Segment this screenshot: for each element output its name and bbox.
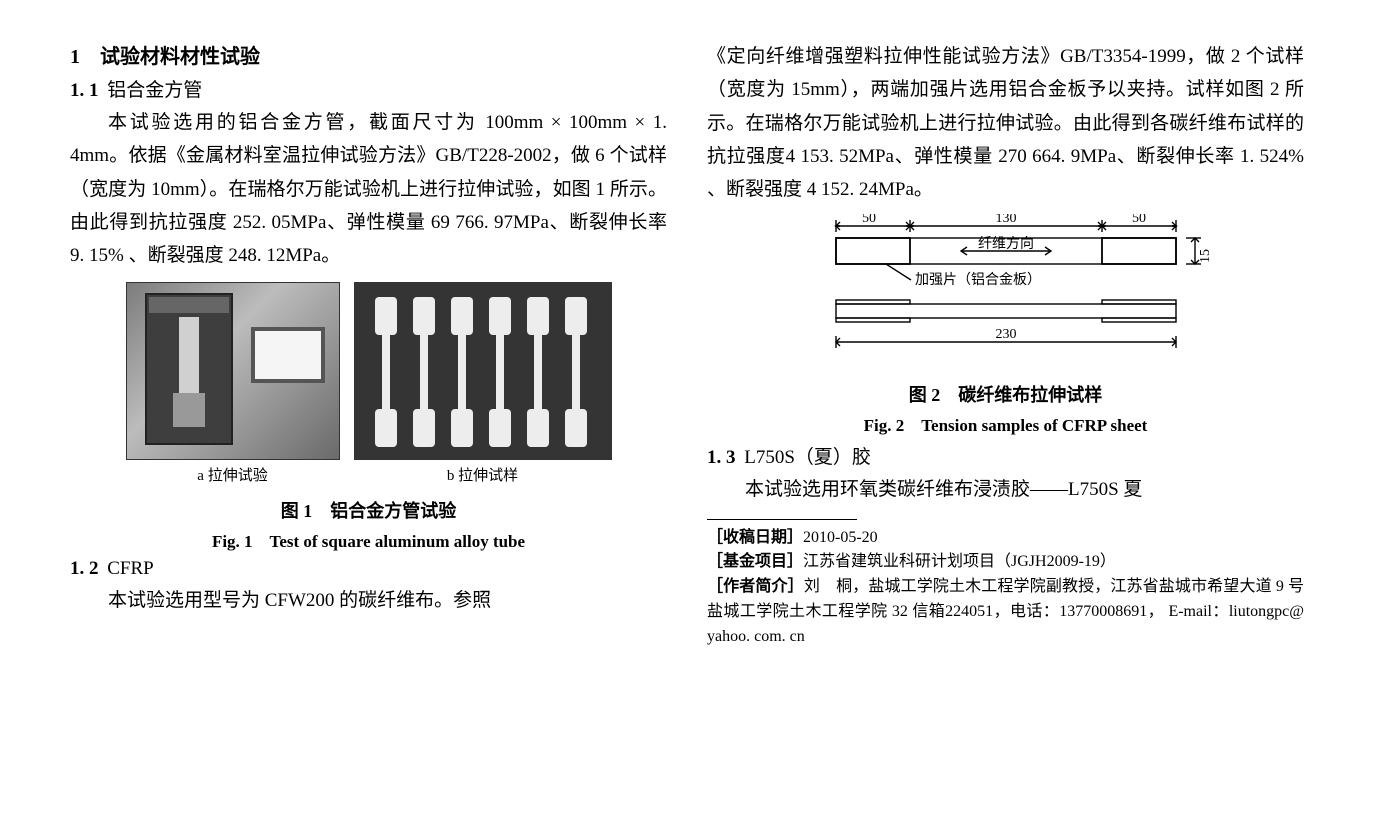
figure-1a-wrap: a 拉伸试验 — [126, 282, 340, 485]
fiber-direction-label: 纤维方向 — [978, 236, 1034, 252]
specimen-icon — [489, 297, 511, 447]
section-1-heading: 1 试验材料材性试验 — [70, 40, 667, 69]
grip-icon — [173, 393, 205, 427]
left-column: 1 试验材料材性试验 1. 1 铝合金方管 本试验选用的铝合金方管，截面尺寸为 … — [70, 40, 667, 792]
figure-1b-photo — [354, 282, 612, 460]
subsection-1-2-title: CFRP — [107, 558, 153, 579]
subsection-1-1-paragraph: 本试验选用的铝合金方管，截面尺寸为 100mm × 100mm × 1. 4mm… — [70, 106, 667, 272]
monitor-icon — [251, 327, 325, 383]
right-column: 《定向纤维增强塑料拉伸性能试验方法》GB/T3354-1999，做 2 个试样（… — [707, 40, 1304, 792]
footnote-divider — [707, 519, 857, 520]
specimen-icon — [413, 297, 435, 447]
subsection-1-2-paragraph: 本试验选用型号为 CFW200 的碳纤维布。参照 — [70, 584, 667, 617]
figure-2: 50 130 50 纤维方向 加强片（铝合金板） — [791, 214, 1221, 436]
dim-15: 15 — [1198, 249, 1213, 263]
subsection-1-1-title: 铝合金方管 — [107, 80, 202, 101]
tab-label: 加强片（铝合金板） — [915, 272, 1041, 288]
figure-1b-caption: b 拉伸试样 — [354, 464, 612, 485]
footnote-fund: ［基金项目］江苏省建筑业科研计划项目（JGJH2009-19） — [707, 550, 1304, 575]
footnote-fund-label: ［基金项目］ — [707, 553, 803, 570]
subsection-1-3-title: L750S（夏）胶 — [744, 447, 871, 468]
footnote-author: ［作者简介］刘 桐，盐城工学院土木工程学院副教授，江苏省盐城市希望大道 9 号盐… — [707, 575, 1304, 649]
figure-1-caption-cn: 图 1 铝合金方管试验 — [70, 497, 667, 523]
specimen-icon — [451, 297, 473, 447]
figure-1a-photo — [126, 282, 340, 460]
footnote-date-label: ［收稿日期］ — [707, 529, 803, 546]
dim-130: 130 — [995, 214, 1016, 226]
figure-1: a 拉伸试验 b 拉伸试样 图 1 铝合金方管试验 Fig. 1 Test of… — [70, 282, 667, 552]
dim-50-right: 50 — [1132, 214, 1146, 226]
specimen-icon — [375, 297, 397, 447]
footnote-date: ［收稿日期］2010-05-20 — [707, 526, 1304, 551]
figure-1-caption-en: Fig. 1 Test of square aluminum alloy tub… — [70, 527, 667, 552]
subsection-1-3-paragraph: 本试验选用环氧类碳纤维布浸渍胶——L750S 夏 — [707, 473, 1304, 506]
figure-2-caption-cn: 图 2 碳纤维布拉伸试样 — [791, 381, 1221, 407]
two-column-layout: 1 试验材料材性试验 1. 1 铝合金方管 本试验选用的铝合金方管，截面尺寸为 … — [70, 40, 1304, 792]
right-top-paragraph: 《定向纤维增强塑料拉伸性能试验方法》GB/T3354-1999，做 2 个试样（… — [707, 40, 1304, 206]
crosshead-icon — [149, 297, 229, 313]
footnote-date-value: 2010-05-20 — [803, 529, 878, 546]
figure-1b-wrap: b 拉伸试样 — [354, 282, 612, 485]
dim-230: 230 — [995, 327, 1016, 342]
footnote-author-label: ［作者简介］ — [707, 578, 804, 595]
figure-1a-caption: a 拉伸试验 — [126, 464, 340, 485]
dim-50-left: 50 — [862, 214, 876, 226]
piston-icon — [179, 317, 199, 397]
subsection-1-3-heading: 1. 3 L750S（夏）胶 — [707, 442, 1304, 469]
subsection-1-2-number: 1. 2 — [70, 558, 99, 579]
figure-1-images: a 拉伸试验 b 拉伸试样 — [70, 282, 667, 485]
subsection-1-1-number: 1. 1 — [70, 80, 99, 101]
subsection-1-1-heading: 1. 1 铝合金方管 — [70, 75, 667, 102]
figure-2-caption-en: Fig. 2 Tension samples of CFRP sheet — [791, 411, 1221, 436]
subsection-1-3-number: 1. 3 — [707, 447, 736, 468]
figure-2-diagram: 50 130 50 纤维方向 加强片（铝合金板） — [791, 214, 1221, 364]
footnotes: ［收稿日期］2010-05-20 ［基金项目］江苏省建筑业科研计划项目（JGJH… — [707, 526, 1304, 650]
specimen-icon — [527, 297, 549, 447]
footnote-fund-value: 江苏省建筑业科研计划项目（JGJH2009-19） — [803, 553, 1116, 570]
specimen-icon — [565, 297, 587, 447]
subsection-1-2-heading: 1. 2 CFRP — [70, 558, 667, 580]
